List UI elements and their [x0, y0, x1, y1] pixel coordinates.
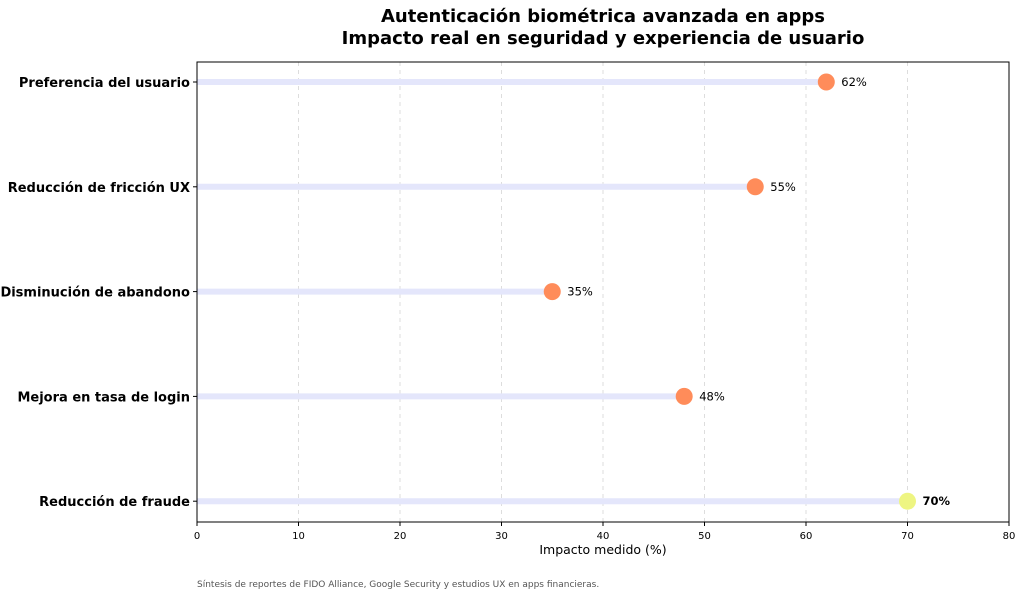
lollipop-dot: [746, 178, 764, 196]
x-axis-ticks: 0 10 20 30 40 50 60 70 80: [194, 522, 1016, 542]
x-tick-label: 60: [800, 531, 813, 542]
lollipop-dot: [543, 283, 561, 301]
chart-subtitle: Impacto real en seguridad y experiencia …: [342, 28, 865, 49]
lollipop-dots: [543, 73, 916, 510]
x-tick-label: 20: [394, 531, 407, 542]
lollipop-dot-highlight: [899, 492, 916, 510]
source-note: Síntesis de reportes de FIDO Alliance, G…: [197, 580, 599, 590]
category-label: Reducción de fraude: [39, 495, 190, 510]
x-axis-title: Impacto medido (%): [539, 542, 666, 557]
chart-title: Autenticación biométrica avanzada en app…: [381, 6, 825, 27]
lollipop-stems: [197, 79, 908, 505]
x-tick-label: 40: [597, 531, 610, 542]
x-tick-label: 80: [1003, 531, 1016, 542]
category-label: Preferencia del usuario: [19, 76, 190, 91]
value-label: 70%: [923, 494, 951, 508]
lollipop-dot: [675, 387, 693, 405]
x-tick-label: 50: [698, 531, 711, 542]
lollipop-dot: [817, 73, 835, 91]
y-axis-ticks: Preferencia del usuario Reducción de fric…: [0, 76, 197, 510]
value-label: 55%: [770, 180, 796, 194]
category-label: Disminución de abandono: [0, 286, 190, 301]
x-tick-label: 30: [495, 531, 508, 542]
value-label: 35%: [567, 285, 593, 299]
category-label: Reducción de fricción UX: [8, 181, 190, 196]
category-label: Mejora en tasa de login: [17, 390, 190, 405]
value-label: 62%: [841, 75, 867, 89]
x-tick-label: 70: [901, 531, 914, 542]
value-label: 48%: [699, 389, 725, 403]
x-tick-label: 10: [292, 531, 305, 542]
value-labels: 62% 55% 35% 48% 70%: [567, 75, 950, 508]
x-tick-label: 0: [194, 531, 200, 542]
